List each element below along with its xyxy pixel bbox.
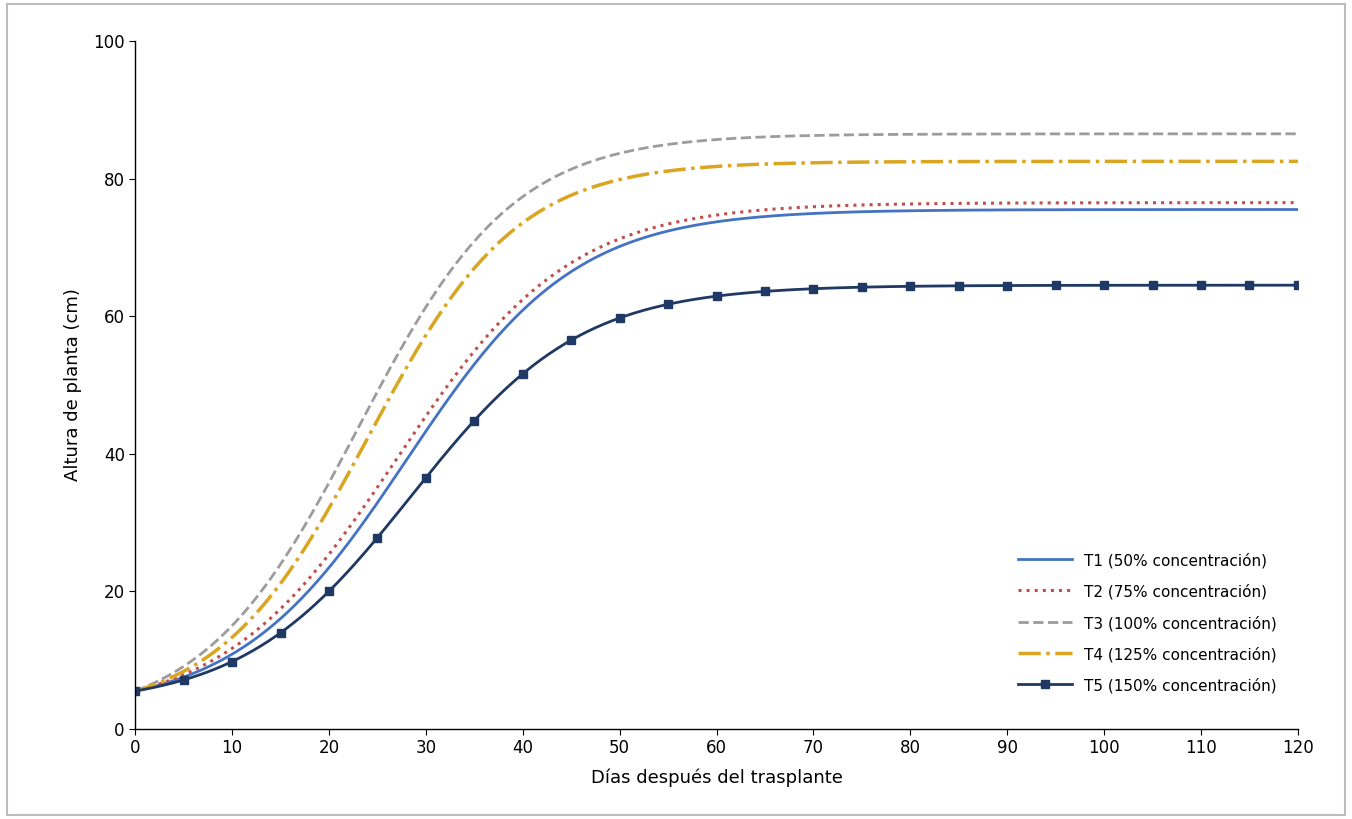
T5 (150% concentración)	[466, 415, 483, 425]
Line: T3 (100% concentración): T3 (100% concentración)	[135, 133, 1298, 691]
T4 (125% concentración)	[813, 158, 829, 168]
T1 (50% concentración)	[333, 548, 349, 558]
T2 (75% concentración)	[813, 201, 829, 211]
T3 (100% concentración)	[653, 141, 669, 151]
T2 (75% concentración)	[653, 221, 669, 231]
T1 (50% concentración)	[127, 686, 143, 696]
Legend: T1 (50% concentración), T2 (75% concentración), T3 (100% concentración), T4 (125: T1 (50% concentración), T2 (75% concentr…	[1005, 539, 1290, 708]
T5 (150% concentración)	[127, 686, 143, 696]
T4 (125% concentración)	[903, 156, 919, 166]
Y-axis label: Altura de planta (cm): Altura de planta (cm)	[64, 288, 82, 482]
T5 (150% concentración)	[854, 283, 871, 292]
T5 (150% concentración)	[611, 313, 627, 323]
T3 (100% concentración)	[127, 686, 143, 696]
T1 (50% concentración)	[903, 206, 919, 215]
T5 (150% concentración)	[369, 532, 385, 542]
T5 (150% concentración)	[272, 628, 288, 638]
T5 (150% concentración)	[1192, 280, 1209, 290]
T5 (150% concentración)	[757, 287, 773, 296]
T2 (75% concentración)	[333, 534, 349, 544]
Line: T4 (125% concentración): T4 (125% concentración)	[135, 161, 1298, 691]
T5 (150% concentración)	[902, 282, 918, 292]
T5 (150% concentración)	[176, 675, 192, 685]
T5 (150% concentración)	[999, 281, 1015, 291]
T4 (125% concentración)	[127, 686, 143, 696]
T3 (100% concentración)	[1290, 129, 1306, 138]
T5 (150% concentración)	[1290, 280, 1306, 290]
T2 (75% concentración)	[1290, 197, 1306, 207]
T4 (125% concentración)	[1003, 156, 1019, 166]
T1 (50% concentración)	[813, 208, 829, 218]
T1 (50% concentración)	[1290, 205, 1306, 215]
T4 (125% concentración)	[426, 318, 442, 328]
T5 (150% concentración)	[1096, 280, 1113, 290]
T5 (150% concentración)	[1144, 280, 1160, 290]
T5 (150% concentración)	[708, 292, 725, 301]
Line: T1 (50% concentración): T1 (50% concentración)	[135, 210, 1298, 691]
T3 (100% concentración)	[333, 455, 349, 465]
T4 (125% concentración)	[653, 167, 669, 177]
X-axis label: Días después del trasplante: Días después del trasplante	[591, 768, 842, 787]
T5 (150% concentración)	[806, 284, 822, 294]
T4 (125% concentración)	[1290, 156, 1306, 166]
Line: T2 (75% concentración): T2 (75% concentración)	[135, 202, 1298, 691]
T5 (150% concentración)	[224, 657, 241, 667]
T5 (150% concentración)	[515, 369, 531, 378]
T5 (150% concentración)	[320, 586, 337, 596]
T5 (150% concentración)	[660, 300, 676, 310]
T3 (100% concentración)	[903, 129, 919, 139]
T3 (100% concentración)	[813, 130, 829, 140]
T1 (50% concentración)	[653, 228, 669, 238]
T5 (150% concentración)	[562, 335, 579, 345]
T3 (100% concentración)	[1003, 129, 1019, 139]
T5 (150% concentración)	[1048, 280, 1064, 290]
T5 (150% concentración)	[950, 281, 967, 291]
T2 (75% concentración)	[127, 686, 143, 696]
T5 (150% concentración)	[1241, 280, 1257, 290]
T3 (100% concentración)	[426, 289, 442, 299]
T1 (50% concentración)	[426, 414, 442, 424]
T4 (125% concentración)	[333, 482, 349, 492]
T2 (75% concentración)	[1003, 198, 1019, 208]
T1 (50% concentración)	[1003, 205, 1019, 215]
T2 (75% concentración)	[426, 400, 442, 410]
T2 (75% concentración)	[903, 199, 919, 209]
Line: T5 (150% concentración): T5 (150% concentración)	[131, 281, 1302, 695]
T5 (150% concentración)	[418, 473, 434, 482]
